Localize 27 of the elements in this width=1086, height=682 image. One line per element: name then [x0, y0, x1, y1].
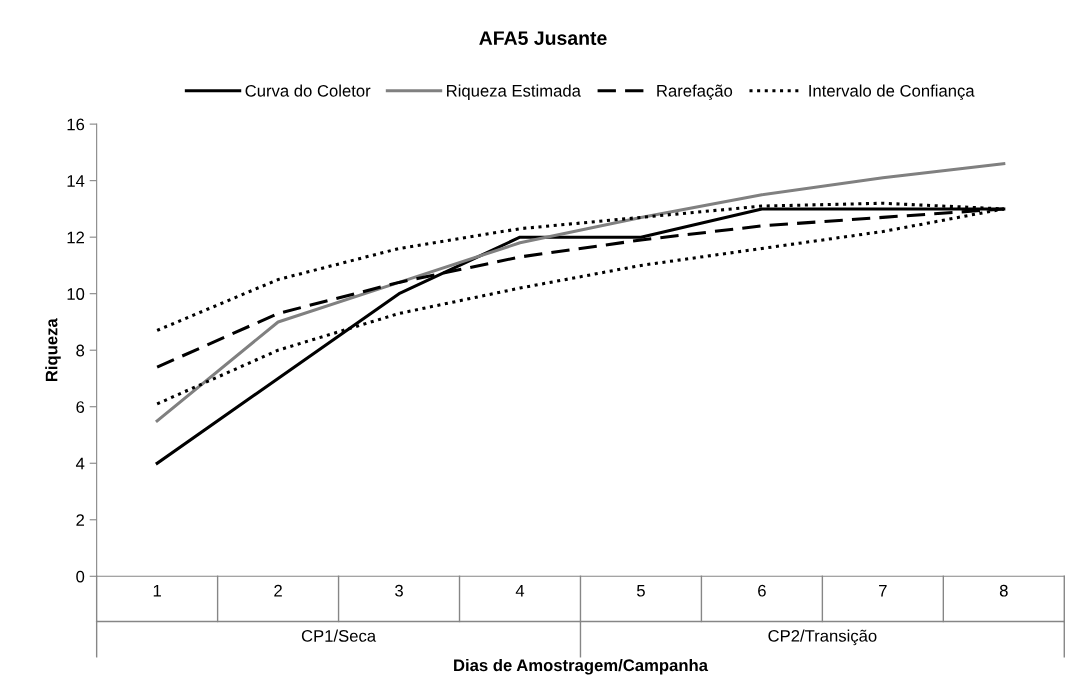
x-tick-label: 3 [395, 584, 403, 597]
x-tick-label: 4 [515, 584, 525, 597]
legend-label: Curva do Coletor [245, 84, 371, 97]
y-tick-label: 8 [76, 344, 85, 357]
text: CP2/Transição [768, 629, 877, 646]
x-tick-label: 5 [636, 584, 645, 597]
y-tick-label: 14 [67, 175, 85, 187]
y-tick-label: 16 [67, 118, 85, 131]
y-tick-label: 2 [76, 514, 85, 526]
line-series [155, 162, 1006, 423]
legend-label: Rarefação [657, 84, 733, 101]
legend-label: Riqueza Estimada [447, 84, 581, 101]
legend-label: Intervalo de Confiança [809, 84, 975, 101]
text: CP1/Seca [301, 629, 377, 642]
y-tick-label: 12 [67, 231, 85, 244]
y-tick-label: 4 [75, 457, 85, 470]
y-tick-label: 0 [76, 570, 85, 583]
y-axis-title: Riqueza [45, 318, 61, 382]
x-tick-label: 1 [153, 584, 161, 597]
x-tick-label: 8 [999, 584, 1008, 597]
y-tick-label: 6 [76, 401, 85, 413]
chart-title: AFA5 Jusante [479, 31, 607, 45]
x-tick-label: 6 [758, 584, 766, 597]
y-tick-label: 10 [67, 288, 85, 300]
x-tick-label: 7 [879, 584, 887, 597]
x-tick-label: 2 [274, 584, 282, 597]
x-axis-title: Dias de Amostragem/Campanha [454, 658, 709, 675]
